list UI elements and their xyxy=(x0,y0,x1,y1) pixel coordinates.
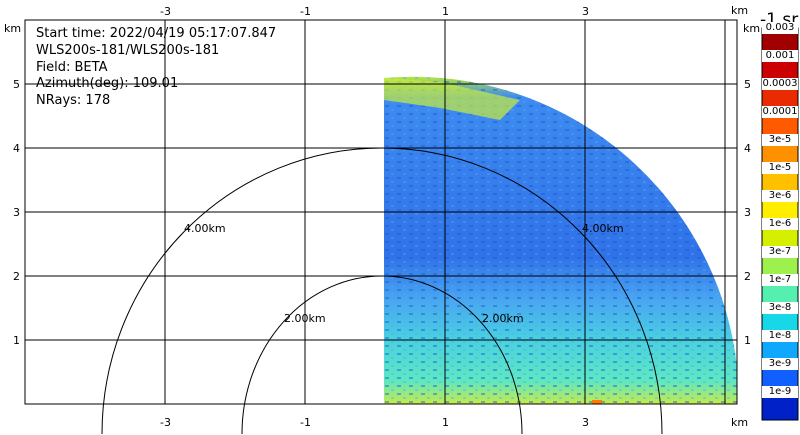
colorbar-label: 0.003 xyxy=(762,22,798,34)
colorbar-label: 0.0003 xyxy=(762,78,798,90)
x-tick-top: 1 xyxy=(442,5,449,18)
colorbar-label: 0.0001 xyxy=(762,106,798,118)
reflectivity-sector xyxy=(384,76,737,404)
nrays-text: NRays: 178 xyxy=(36,93,111,108)
x-tick-bottom: 3 xyxy=(582,416,589,429)
x-tick-bottom: 1 xyxy=(442,416,449,429)
colorbar-label: 1e-8 xyxy=(762,330,798,342)
x-tick-top: -3 xyxy=(160,5,171,18)
y-tick-left: 1 xyxy=(13,334,20,347)
y-tick-right: 1 xyxy=(744,334,751,347)
colorbar-label: 3e-8 xyxy=(762,302,798,314)
colorbar-label: 1e-5 xyxy=(762,162,798,174)
colorbar-label: 1e-6 xyxy=(762,218,798,230)
x-unit-bottom: km xyxy=(731,416,749,429)
x-tick-bottom: -3 xyxy=(160,416,171,429)
range-rings xyxy=(101,147,663,435)
start-time-text: Start time: 2022/04/19 05:17:07.847 xyxy=(36,26,277,41)
ring-label-outer-right: 4.00km xyxy=(582,222,624,235)
x-tick-bottom: -1 xyxy=(300,416,311,429)
azimuth-text: Azimuth(deg): 109.01 xyxy=(36,76,179,91)
y-tick-left: 4 xyxy=(13,142,20,155)
y-tick-right: 3 xyxy=(744,206,751,219)
colorbar-label: 3e-6 xyxy=(762,190,798,202)
y-tick-right: 2 xyxy=(744,270,751,283)
x-tick-top: 3 xyxy=(582,5,589,18)
x-tick-top: -1 xyxy=(300,5,311,18)
colorbar-label: 3e-7 xyxy=(762,246,798,258)
x-unit-top: km xyxy=(731,4,749,17)
y-unit-left: km xyxy=(4,22,22,35)
colorbar-label: 3e-5 xyxy=(762,134,798,146)
y-tick-right: 5 xyxy=(744,78,751,91)
y-unit-right: km xyxy=(743,22,761,35)
colorbar-label: 1e-7 xyxy=(762,274,798,286)
y-tick-right: 4 xyxy=(744,142,751,155)
y-tick-left: 3 xyxy=(13,206,20,219)
field-text: Field: BETA xyxy=(36,60,108,75)
ring-label-inner-left: 2.00km xyxy=(284,312,326,325)
ring-label-outer-left: 4.00km xyxy=(184,222,226,235)
colorbar-label: 1e-9 xyxy=(762,386,798,398)
ring-label-inner-right: 2.00km xyxy=(482,312,524,325)
colorbar-label: 3e-9 xyxy=(762,358,798,370)
y-tick-left: 5 xyxy=(13,78,20,91)
colorbar-label: 0.001 xyxy=(762,50,798,62)
instrument-text: WLS200s-181/WLS200s-181 xyxy=(36,43,220,58)
y-tick-left: 2 xyxy=(13,270,20,283)
